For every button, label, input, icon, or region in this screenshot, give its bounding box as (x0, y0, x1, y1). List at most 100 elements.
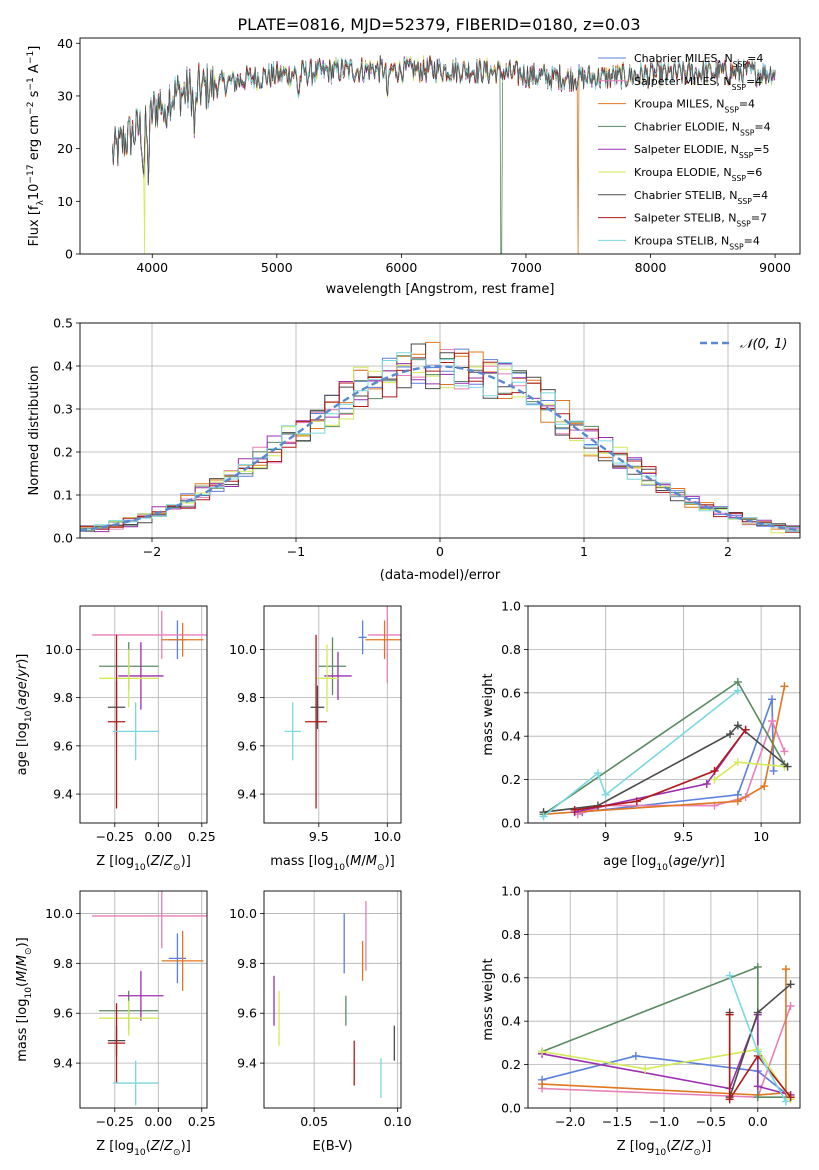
weight-marker-cm (768, 695, 777, 704)
weight-marker-ke (733, 758, 742, 767)
legend-label-sm: Salpeter MILES, NSSP=4 (634, 75, 762, 92)
weight-marker-se (753, 1082, 762, 1091)
spectrum-cs (112, 55, 776, 184)
weight-marker-km (780, 682, 789, 691)
normal-curve (80, 365, 800, 532)
y-tick-label: 9.6 (53, 738, 73, 753)
age_vs_Z-panel: −0.25 0.00 0.25 9.4 9.6 9.8 10.0 Z [log10(Z/Z⊙)… (15, 605, 216, 873)
y-tick-label: 9.6 (237, 738, 257, 753)
weight-marker-ss (725, 1010, 734, 1019)
y-tick-label: 10 (57, 194, 73, 209)
x-axis-label: mass [log10(M/M⊙)] (270, 854, 394, 873)
y-tick-label: 0.5 (53, 316, 73, 331)
weight-marker-sm (780, 747, 789, 756)
x-tick-label: 8000 (635, 260, 667, 275)
x-tick-label: 0.25 (188, 829, 216, 844)
y-tick-label: 10.0 (229, 906, 257, 921)
legend-label-normal: 𝒩(0, 1) (740, 337, 787, 352)
spectrum-lines (112, 55, 776, 254)
x-tick-label: 10.0 (373, 829, 401, 844)
weight-line-km (542, 969, 787, 1096)
axes-frame (263, 890, 402, 1109)
x-tick-label: 9 (602, 829, 610, 844)
weight-line-cm (582, 699, 775, 813)
y-tick-label: 30 (57, 88, 73, 103)
weight-marker-ce (733, 677, 742, 686)
axes-frame (79, 605, 208, 824)
weight-marker-ce (753, 1093, 762, 1102)
weight-marker-km (781, 965, 790, 974)
weight-marker-ks (601, 790, 610, 799)
x-tick-label: 0.00 (144, 829, 172, 844)
weight-marker-cs (786, 980, 795, 989)
x-tick-label: 7000 (510, 260, 542, 275)
weight-marker-cs (726, 730, 735, 739)
weight-marker-cm (631, 1051, 640, 1060)
weight-marker-ks (725, 971, 734, 980)
y-tick-label: 0.6 (501, 970, 521, 985)
weight-marker-cs (753, 1008, 762, 1017)
y-tick-label: 10.0 (45, 906, 73, 921)
weight-marker-cs (733, 721, 742, 730)
y-tick-label: 9.4 (53, 1056, 73, 1071)
y-tick-label: 0.2 (501, 772, 521, 787)
weight-marker-ss (786, 1093, 795, 1102)
weight-marker-se (702, 779, 711, 788)
x-axis-label: E(B-V) (312, 1139, 352, 1154)
legend-label-se: Salpeter ELODIE, NSSP=5 (634, 143, 770, 160)
weight-line-ks (543, 689, 739, 818)
spectrum-panel: 4000 5000 6000 7000 8000 9000 0 10 20 30 40 wavelen… (26, 36, 801, 297)
x-axis-label: age [log10(age/yr)] (603, 854, 725, 873)
weight-marker-ke (641, 1064, 650, 1073)
weight-line-cm (541, 1055, 792, 1098)
y-tick-label: 0 (65, 247, 73, 262)
x-tick-label: 1 (580, 544, 588, 559)
age_vs_Z-errorbars (92, 610, 207, 809)
weight-marker-ks (781, 1097, 790, 1106)
y-tick-label: 1.0 (501, 599, 521, 614)
weight-marker-ss (725, 1095, 734, 1104)
weight-marker-ks (539, 812, 548, 821)
x-tick-label: 6000 (385, 260, 417, 275)
y-tick-label: 9.4 (53, 787, 73, 802)
weight-marker-ke (710, 775, 719, 784)
weight_vs_age-lines (539, 677, 792, 821)
x-tick-label: 0.10 (384, 1114, 412, 1129)
residuals-panel: −2 −1 0 1 2 0.0 0.1 0.2 0.3 0.4 0.5 (data-model)/er… (27, 316, 801, 583)
y-tick-label: 10.0 (229, 642, 257, 657)
x-tick-label: 5000 (261, 260, 293, 275)
y-tick-label: 0.4 (53, 359, 73, 374)
weight_vs_age-panel: 9 9.5 10 0.0 0.2 0.4 0.6 0.8 1.0 age [log10(age/y… (481, 599, 801, 873)
weight-line-km (543, 686, 786, 816)
x-tick-label: −2.0 (555, 1114, 585, 1129)
weight-marker-sm (768, 717, 777, 726)
y-axis-label: age [log10(age/yr)] (15, 654, 34, 776)
y-tick-label: 0.8 (501, 927, 521, 942)
x-tick-label: −0.25 (96, 1114, 134, 1129)
legend-label-cm: Chabrier MILES, NSSP=4 (634, 52, 763, 69)
y-tick-label: 9.6 (237, 1006, 257, 1021)
y-tick-label: 0.0 (501, 816, 521, 831)
axes-frame (263, 605, 402, 824)
mass_vs_ebv-panel: 0.05 0.10 9.4 9.6 9.8 10.0 E(B-V) (229, 890, 412, 1154)
spectrum-legend: Chabrier MILES, NSSP=4 Salpeter MILES, NS… (598, 52, 771, 251)
y-tick-label: 1.0 (501, 884, 521, 899)
y-tick-label: 0.4 (501, 729, 521, 744)
y-axis-label: mass weight (481, 958, 496, 1040)
y-axis-label: Normed distribution (27, 366, 42, 496)
y-tick-label: 0.4 (501, 1014, 521, 1029)
residual-steps (80, 341, 800, 536)
y-tick-label: 9.4 (237, 1056, 257, 1071)
legend-label-ce: Chabrier ELODIE, NSSP=4 (634, 120, 771, 137)
x-tick-label: 0 (436, 544, 444, 559)
x-tick-label: −0.25 (96, 829, 134, 844)
y-tick-label: 20 (57, 141, 73, 156)
y-tick-label: 0.8 (501, 642, 521, 657)
x-tick-label: −1.5 (602, 1114, 632, 1129)
x-tick-label: −0.5 (696, 1114, 726, 1129)
x-tick-label: 0.05 (300, 1114, 328, 1129)
weight-marker-ks (593, 769, 602, 778)
legend-label-ks: Kroupa STELIB, NSSP=4 (634, 234, 760, 251)
y-tick-label: 9.8 (237, 690, 257, 705)
